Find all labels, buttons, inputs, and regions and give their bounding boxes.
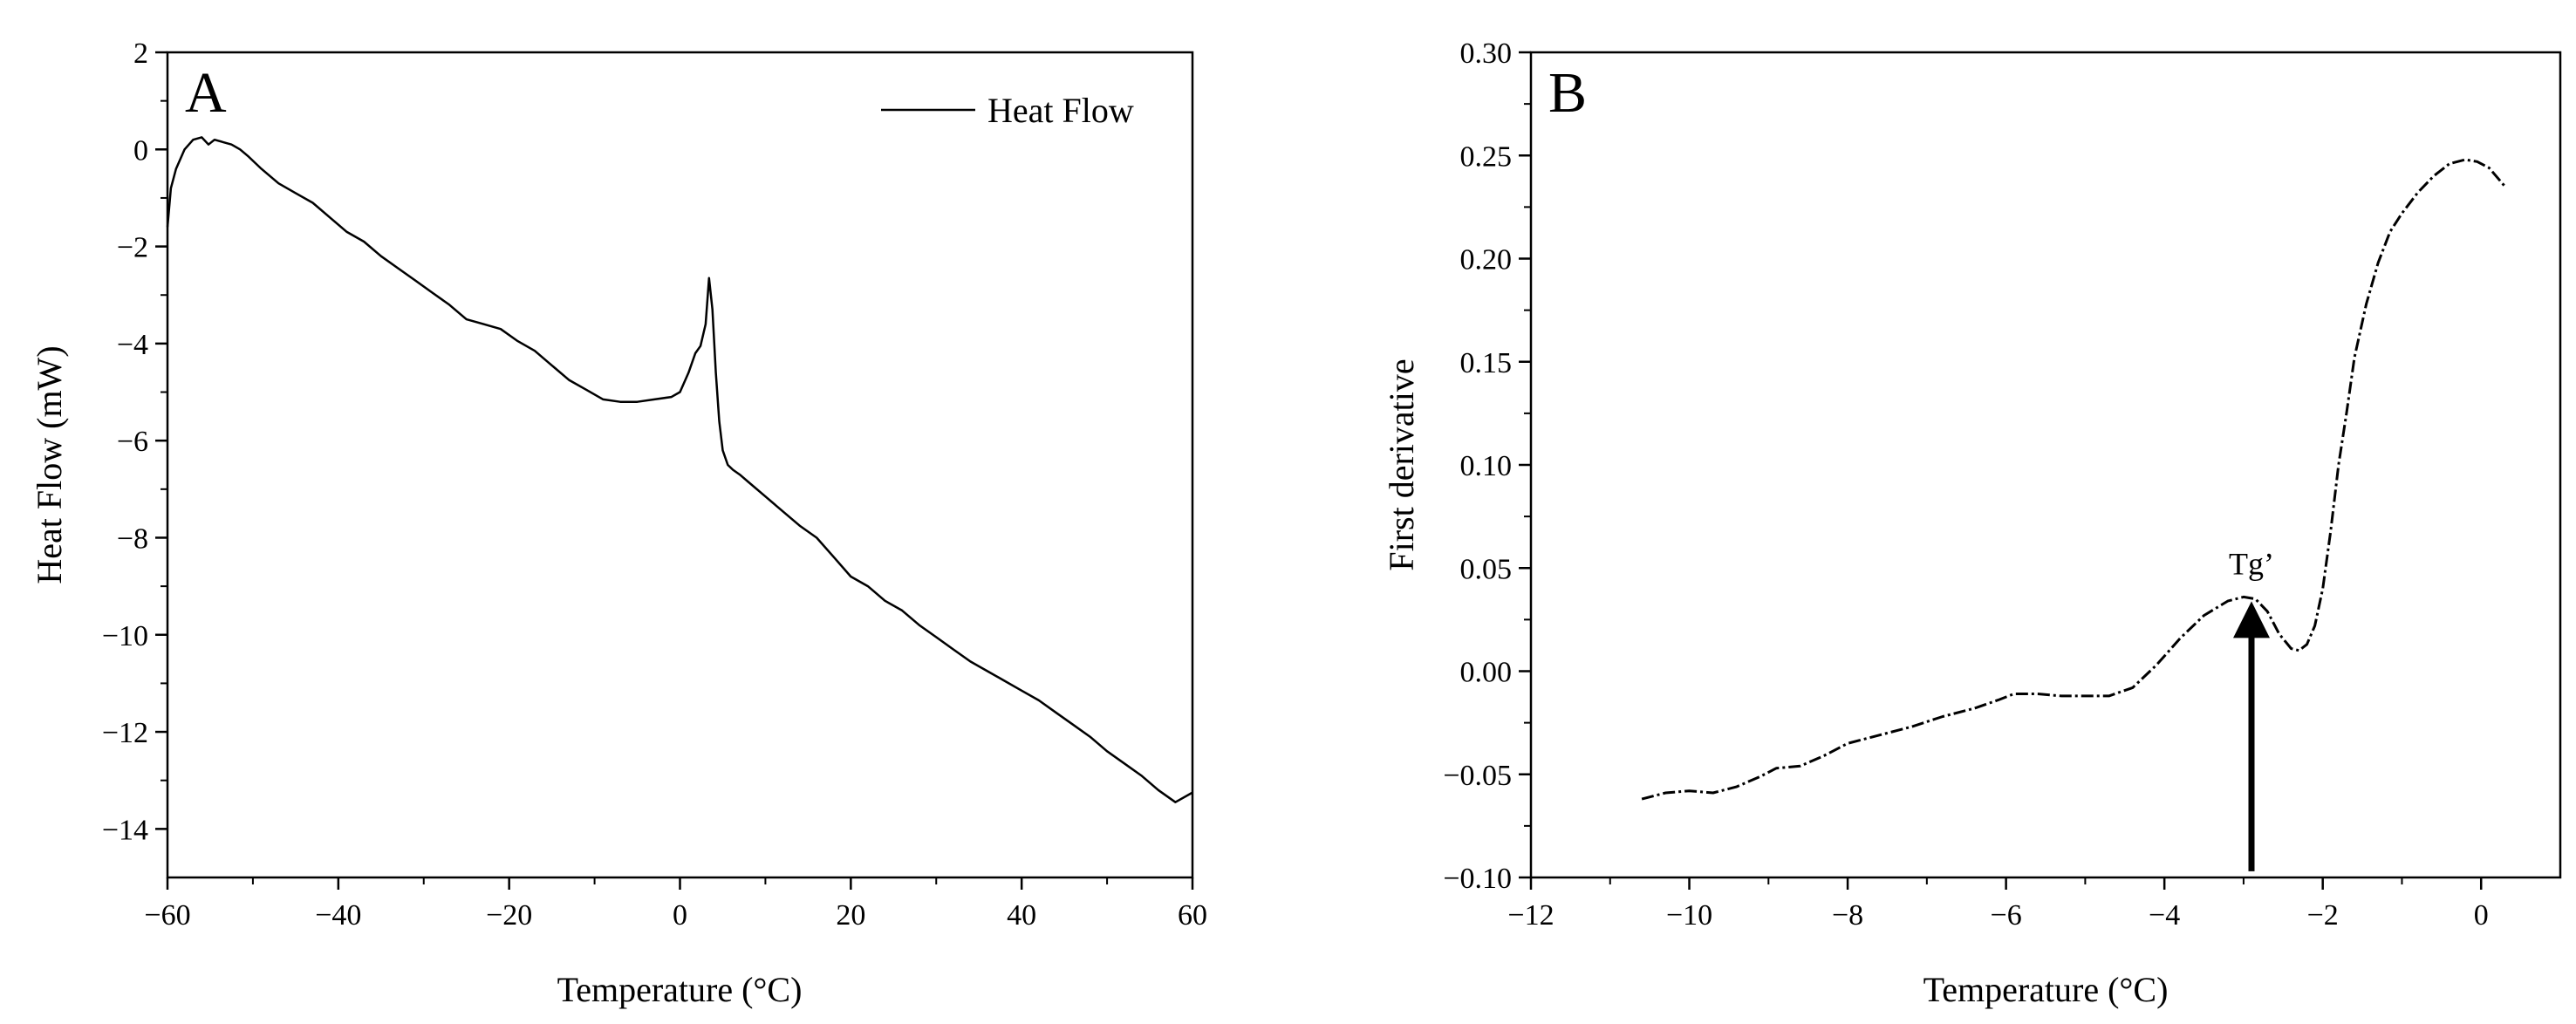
panel-a-y-tick-label: −12 xyxy=(102,717,148,749)
panel-b-y-tick-label: −0.10 xyxy=(1443,863,1512,895)
panel-b-y-tick-label: 0.25 xyxy=(1460,140,1513,173)
panel-b-ticks: −12 −10 −8 −6 −4 −2 0 0.30 0.25 0.20 0.15 0.10 0.05 0… xyxy=(1443,38,2488,932)
panel-a-series-line xyxy=(166,136,1193,803)
panel-b-y-tick-label: 0.10 xyxy=(1460,450,1513,482)
panel-a-y-tick-label: −2 xyxy=(117,232,148,264)
panel-a-legend: Heat Flow xyxy=(881,91,1134,130)
panel-b-plot-frame xyxy=(1529,51,2562,879)
panel-b-y-tick-label: 0.00 xyxy=(1460,657,1513,689)
panel-b-x-tick-label: −2 xyxy=(2307,899,2339,932)
panel-b-series-line xyxy=(1641,158,2506,801)
panel-a-plot-frame xyxy=(166,51,1194,879)
panel-a-y-tick-label: −6 xyxy=(117,426,148,458)
panel-b-annotation: Tg’ xyxy=(2229,546,2274,871)
panel-b-x-tick-label: −12 xyxy=(1507,899,1554,932)
panel-b-x-axis-title: Temperature (°C) xyxy=(1923,970,2169,1009)
panel-a-y-tick-label: −8 xyxy=(117,522,148,555)
panel-a-x-tick-label: 0 xyxy=(673,899,687,932)
panel-a-y-tick-label: −14 xyxy=(102,814,148,846)
panel-a-x-tick-label: −20 xyxy=(486,899,532,932)
panel-a-x-tick-label: 20 xyxy=(836,899,865,932)
panel-a-legend-label: Heat Flow xyxy=(987,91,1134,130)
panel-a-letter: A xyxy=(185,61,227,125)
panel-b-series xyxy=(1641,158,2506,801)
panel-a-x-tick-label: 40 xyxy=(1007,899,1036,932)
panel-b: −12 −10 −8 −6 −4 −2 0 0.30 0.25 0.20 0.15 0.10 0.05 0… xyxy=(1382,38,2562,1009)
panel-a-x-tick-label: 60 xyxy=(1178,899,1207,932)
panel-a-y-axis-title: Heat Flow (mW) xyxy=(30,345,69,584)
panel-b-x-tick-label: −4 xyxy=(2149,899,2180,932)
panel-b-y-axis-title: First derivative xyxy=(1382,358,1421,570)
panel-b-x-tick-label: −6 xyxy=(1991,899,2022,932)
panel-a-y-tick-label: 2 xyxy=(133,38,148,70)
panel-a-series xyxy=(166,136,1193,803)
panel-a-x-axis-title: Temperature (°C) xyxy=(557,970,803,1009)
panel-b-tg-label: Tg’ xyxy=(2229,546,2274,581)
panel-b-y-tick-label: 0.05 xyxy=(1460,553,1513,585)
panel-a-y-tick-label: 0 xyxy=(133,134,148,167)
panel-b-x-tick-label: −10 xyxy=(1666,899,1712,932)
panel-b-letter: B xyxy=(1548,61,1587,125)
panel-a-y-tick-label: −4 xyxy=(117,329,148,361)
panel-b-y-tick-label: −0.05 xyxy=(1443,760,1512,792)
panel-b-y-tick-label: 0.15 xyxy=(1460,347,1513,379)
panel-a-x-tick-label: −40 xyxy=(315,899,361,932)
panel-b-y-tick-label: 0.30 xyxy=(1460,38,1513,70)
panel-a-y-tick-label: −10 xyxy=(102,620,148,652)
panel-b-x-tick-label: 0 xyxy=(2474,899,2489,932)
panel-b-x-tick-label: −8 xyxy=(1832,899,1863,932)
panel-b-y-tick-label: 0.20 xyxy=(1460,244,1513,276)
panel-a-x-tick-label: −60 xyxy=(144,899,190,932)
